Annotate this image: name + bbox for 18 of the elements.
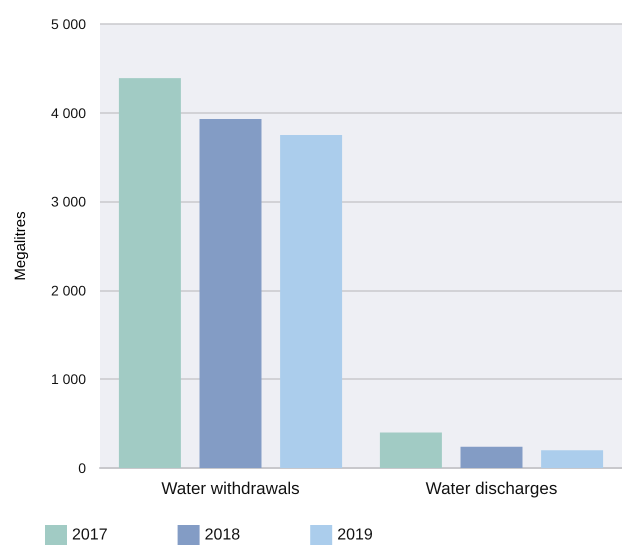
bar [118,78,181,468]
x-tick-label: Water discharges [426,479,558,498]
legend-label: 2017 [72,526,108,544]
y-tick-label: 3 000 [50,194,86,210]
y-tick-label: 2 000 [50,282,86,298]
bar [460,446,522,468]
y-tick-label: 5 000 [50,16,86,32]
bar [200,119,262,468]
bar [280,135,342,468]
legend-label: 2019 [337,526,373,544]
y-tick-label: 0 [78,460,86,476]
y-tick-label: 4 000 [50,104,86,121]
bar [380,432,442,468]
y-tick-label: 1 000 [50,371,86,388]
legend-label: 2018 [204,526,240,544]
bar [541,450,604,468]
y-axis-title: Megalitres [12,211,29,281]
x-tick-label: Water withdrawals [161,479,300,498]
